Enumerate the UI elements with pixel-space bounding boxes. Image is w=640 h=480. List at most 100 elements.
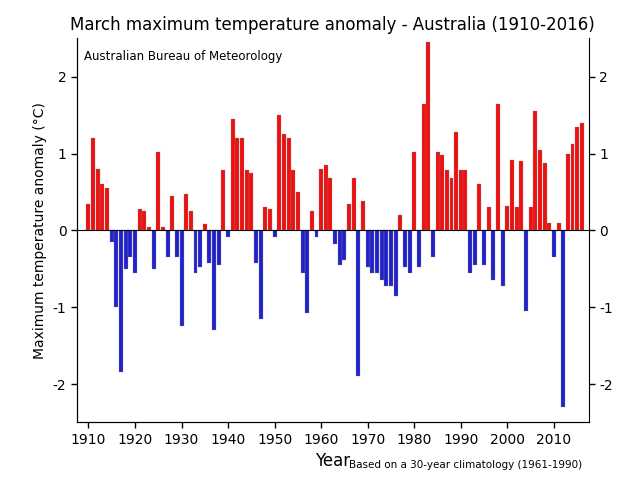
Bar [566,154,570,230]
Bar [454,132,458,230]
Bar [180,230,184,326]
Bar [133,230,137,273]
Bar [365,230,370,267]
Bar [287,138,291,230]
Bar [468,230,472,273]
Bar [314,230,319,237]
Bar [473,230,477,265]
Bar [217,230,221,265]
Bar [375,230,379,273]
Bar [250,173,253,230]
Bar [449,178,454,230]
Bar [301,230,305,273]
Bar [240,138,244,230]
Bar [426,42,430,230]
Bar [273,230,276,237]
Bar [170,196,174,230]
Bar [361,201,365,230]
Bar [463,170,467,230]
Bar [515,207,518,230]
Bar [193,230,198,273]
Bar [305,230,309,313]
Bar [356,230,360,376]
Text: Based on a 30-year climatology (1961-1990): Based on a 30-year climatology (1961-199… [349,460,582,470]
Bar [436,152,440,230]
Bar [244,170,249,230]
Text: Australian Bureau of Meteorology: Australian Bureau of Meteorology [84,50,283,63]
Bar [138,209,141,230]
Bar [119,230,123,372]
Bar [310,211,314,230]
Bar [575,127,579,230]
Bar [529,207,532,230]
Bar [124,230,127,269]
Bar [212,230,216,330]
Bar [347,204,351,230]
Bar [282,134,286,230]
Bar [328,178,332,230]
Bar [175,230,179,257]
Bar [422,104,426,230]
Bar [394,230,397,296]
Bar [398,215,403,230]
Bar [570,144,575,230]
Bar [115,230,118,307]
Bar [352,178,356,230]
Bar [342,230,346,260]
Bar [277,115,281,230]
Bar [440,155,444,230]
Bar [291,170,295,230]
Bar [552,230,556,257]
Bar [338,230,342,265]
Bar [254,230,258,263]
Bar [547,223,551,230]
Bar [184,193,188,230]
Bar [500,230,505,286]
Bar [380,230,383,280]
Bar [385,230,388,286]
Bar [152,230,156,269]
Bar [319,169,323,230]
Bar [263,207,268,230]
Bar [86,204,90,230]
Bar [431,230,435,257]
Bar [147,227,151,230]
Bar [417,230,421,267]
Bar [91,138,95,230]
Y-axis label: Maximum temperature anomaly (°C): Maximum temperature anomaly (°C) [33,102,47,359]
Bar [129,230,132,257]
Bar [203,224,207,230]
Bar [221,170,225,230]
Bar [524,230,528,311]
Bar [231,119,235,230]
Bar [371,230,374,273]
Bar [100,184,104,230]
Bar [519,161,524,230]
Bar [496,104,500,230]
Bar [412,152,416,230]
Bar [268,209,272,230]
Bar [333,230,337,244]
Bar [142,211,147,230]
Title: March maximum temperature anomaly - Australia (1910-2016): March maximum temperature anomaly - Aust… [70,16,595,34]
Bar [109,230,114,242]
Bar [236,138,239,230]
Bar [156,152,160,230]
Bar [477,184,481,230]
Bar [389,230,393,286]
Bar [487,207,491,230]
Bar [408,230,412,273]
Bar [296,192,300,230]
Bar [510,160,514,230]
Bar [459,170,463,230]
Bar [324,165,328,230]
Bar [226,230,230,237]
Bar [492,230,495,280]
Bar [533,111,537,230]
Bar [207,230,211,263]
Bar [506,206,509,230]
Bar [105,188,109,230]
Bar [538,150,542,230]
Bar [403,230,407,267]
Bar [445,170,449,230]
